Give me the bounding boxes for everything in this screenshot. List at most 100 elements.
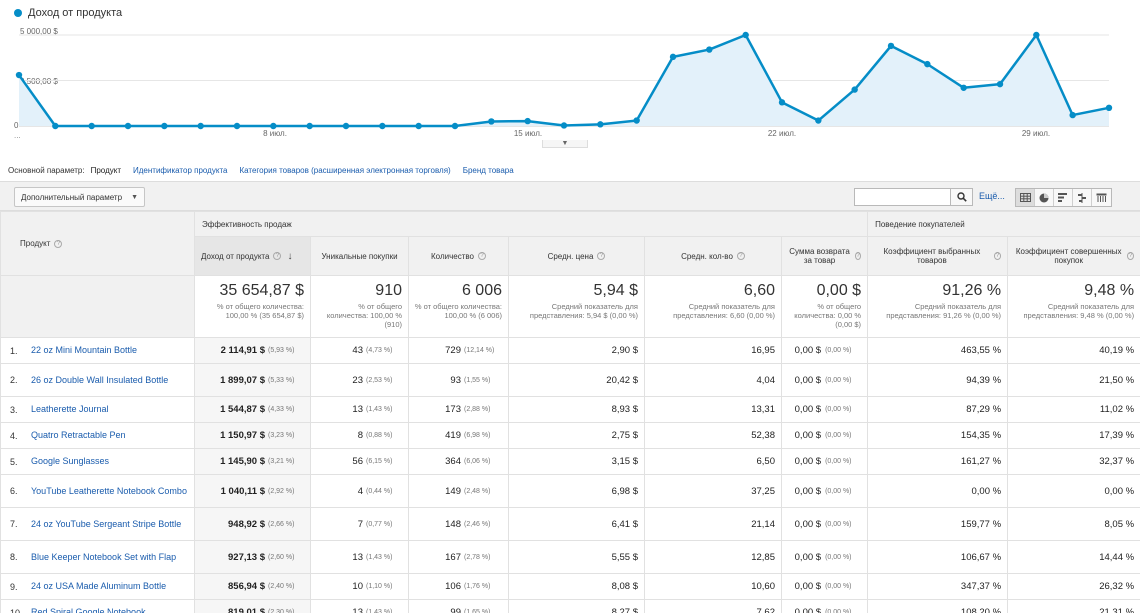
advanced-search-link[interactable]: Ещё...: [979, 191, 1005, 201]
x-tick-label: 22 июл.: [767, 129, 797, 138]
product-link[interactable]: Google Sunglasses: [31, 456, 110, 466]
data-point[interactable]: [815, 117, 822, 124]
help-icon[interactable]: ?: [273, 252, 282, 260]
header-refund[interactable]: Сумма возврата за товар?: [780, 236, 869, 276]
help-icon[interactable]: ?: [1127, 252, 1135, 260]
data-point[interactable]: [669, 53, 677, 61]
view-comparison-button[interactable]: [1073, 189, 1092, 206]
help-icon[interactable]: ?: [597, 252, 606, 260]
header-product-label: Продукт: [20, 239, 51, 248]
product-link[interactable]: Red Spiral Google Notebook: [31, 607, 146, 613]
total-subtext: % от общего количества: 0,00 % (0,00 $): [794, 302, 862, 329]
qty-pct: (12,14 %): [464, 347, 495, 354]
secondary-dimension-dropdown[interactable]: Дополнительный параметр ▼: [14, 187, 145, 207]
data-point[interactable]: [851, 86, 858, 93]
data-point[interactable]: [342, 122, 350, 130]
header-unique-purchases[interactable]: Уникальные покупки: [310, 236, 409, 276]
data-point[interactable]: [415, 122, 422, 130]
header-revenue[interactable]: Доход от продукта? ↓: [194, 236, 311, 276]
data-point[interactable]: [379, 122, 386, 130]
product-link[interactable]: YouTube Leatherette Notebook Combo: [31, 485, 187, 496]
cart-rate-cell: 154,35 %: [867, 422, 1009, 449]
revenue-pct: (3,21 %): [268, 458, 295, 465]
unique-value: 8: [357, 430, 363, 441]
product-link[interactable]: Leatherette Journal: [31, 404, 109, 414]
qty-pct: (2,78 %): [464, 553, 491, 561]
data-point[interactable]: [88, 122, 95, 130]
data-point[interactable]: [233, 122, 241, 130]
revenue-cell: 1 150,97 $ (3,23 %): [194, 422, 311, 449]
refund-value: 0,00 $: [794, 404, 822, 415]
data-point[interactable]: [52, 122, 59, 130]
data-point[interactable]: [161, 122, 168, 130]
data-point[interactable]: [524, 117, 531, 125]
data-point[interactable]: [960, 84, 967, 91]
data-point[interactable]: [633, 117, 640, 124]
data-point[interactable]: [742, 31, 749, 39]
avg-qty-cell: 21,14: [644, 507, 782, 541]
product-link[interactable]: Quatro Retractable Pen: [31, 430, 126, 440]
view-table-button[interactable]: [1016, 189, 1035, 206]
data-point[interactable]: [924, 60, 931, 68]
dimension-option-brand[interactable]: Бренд товара: [462, 166, 514, 175]
unique-pct: (1,43 %): [366, 406, 393, 413]
view-pivot-button[interactable]: [1092, 189, 1111, 206]
data-point[interactable]: [597, 121, 604, 128]
product-cell: 8. Blue Keeper Notebook Set with Flap: [0, 540, 195, 574]
header-buy-rate[interactable]: Коэффициент совершенных покупок?: [1007, 236, 1140, 276]
header-quantity[interactable]: Количество?: [408, 236, 509, 276]
data-point[interactable]: [706, 46, 713, 53]
avg-price-cell: 8,27 $: [508, 599, 645, 613]
data-point[interactable]: [197, 122, 204, 130]
data-point[interactable]: [1069, 111, 1076, 119]
view-pie-button[interactable]: [1035, 189, 1054, 206]
qty-cell: 364 (6,06 %): [408, 448, 509, 475]
chart-resize-handle[interactable]: ▼: [542, 140, 588, 148]
avg-price-cell: 3,15 $: [508, 448, 645, 475]
data-point[interactable]: [887, 42, 895, 50]
bar-chart-icon: [1058, 193, 1067, 202]
data-point[interactable]: [306, 122, 313, 130]
product-link[interactable]: 24 oz USA Made Aluminum Bottle: [31, 581, 167, 591]
view-bar-button[interactable]: [1054, 189, 1073, 206]
help-icon[interactable]: ?: [477, 252, 486, 260]
pivot-icon: [1096, 193, 1107, 202]
cart-rate-cell: 106,67 %: [867, 540, 1009, 574]
refund-cell: 0,00 $ (0,00 %): [780, 396, 869, 423]
product-cell: 5. Google Sunglasses: [0, 448, 195, 475]
table-search-input[interactable]: [854, 188, 951, 206]
product-link[interactable]: 22 oz Mini Mountain Bottle: [31, 345, 138, 355]
help-icon[interactable]: ?: [855, 252, 862, 260]
header-avg-price[interactable]: Средн. цена?: [508, 236, 645, 276]
data-point[interactable]: [1105, 104, 1113, 112]
total-value: 5,94 $: [593, 282, 638, 299]
data-point[interactable]: [270, 122, 277, 130]
dimension-option-category[interactable]: Категория товаров (расширенная электронн…: [239, 166, 451, 175]
header-avg-qty[interactable]: Средн. кол-во?: [644, 236, 782, 276]
help-icon[interactable]: ?: [736, 252, 745, 260]
help-icon[interactable]: ?: [54, 239, 63, 248]
row-index: 3.: [10, 404, 18, 415]
product-link[interactable]: 26 oz Double Wall Insulated Bottle: [31, 374, 169, 385]
avg-price-cell: 20,42 $: [508, 363, 645, 397]
data-point[interactable]: [1033, 31, 1040, 39]
totals-dim-cell: [0, 275, 195, 338]
total-value: 35 654,87 $: [219, 282, 304, 299]
help-icon[interactable]: ?: [993, 252, 1002, 260]
data-point[interactable]: [451, 122, 459, 130]
data-point[interactable]: [488, 118, 495, 125]
search-button[interactable]: [951, 188, 973, 206]
dimension-option-product-id[interactable]: Идентификатор продукта: [133, 166, 228, 175]
product-link[interactable]: 24 oz YouTube Sergeant Stripe Bottle: [31, 518, 182, 529]
data-point[interactable]: [124, 122, 132, 130]
qty-pct: (1,65 %): [464, 609, 491, 613]
product-link[interactable]: Blue Keeper Notebook Set with Flap: [31, 551, 177, 562]
pie-chart-icon: [1039, 193, 1049, 202]
header-product[interactable]: Продукт?: [0, 211, 195, 276]
data-point[interactable]: [778, 99, 786, 106]
data-point[interactable]: [15, 71, 23, 79]
header-cart-rate[interactable]: Коэффициент выбранных товаров?: [867, 236, 1009, 276]
data-point[interactable]: [996, 80, 1004, 88]
data-point[interactable]: [560, 122, 568, 129]
revenue-cell: 1 040,11 $ (2,92 %): [194, 474, 311, 508]
